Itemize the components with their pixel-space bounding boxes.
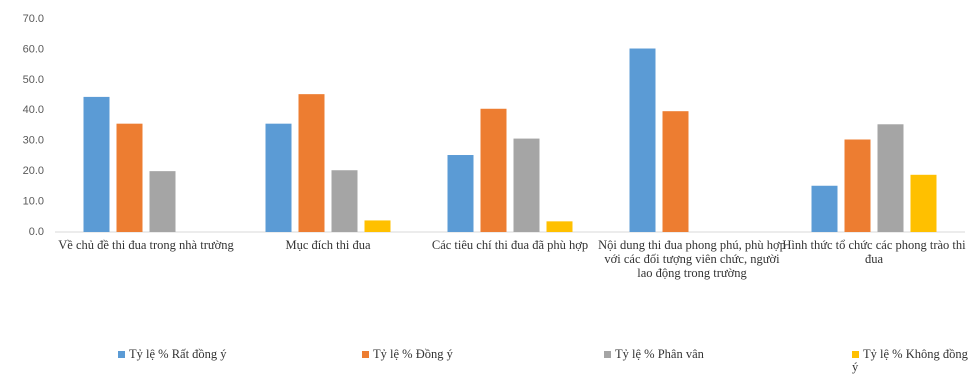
legend-swatch xyxy=(604,351,611,358)
legend-label: Tỷ lệ % Rất đồng ý xyxy=(129,347,227,361)
bar xyxy=(811,185,838,232)
legend: Tỷ lệ % Rất đồng ý Tỷ lệ % Đồng ý Tỷ lệ % … xyxy=(0,348,972,379)
legend-swatch xyxy=(118,351,125,358)
x-tick-label-box: Hình thức tổ chức các phong trào thi đua xyxy=(782,238,966,266)
bar xyxy=(629,48,656,232)
legend-item: Tỷ lệ % Đồng ý xyxy=(362,348,480,361)
bar xyxy=(513,138,540,232)
bar xyxy=(149,171,176,232)
legend-item: Tỷ lệ % Rất đồng ý xyxy=(118,348,236,361)
bar xyxy=(662,111,689,232)
bar xyxy=(447,155,474,232)
legend-label: Tỷ lệ % Phân vân xyxy=(615,347,704,361)
legend-label: Tỷ lệ % Đồng ý xyxy=(373,347,453,361)
bar xyxy=(83,96,110,232)
x-tick-label-box: Về chủ đề thi đua trong nhà trường xyxy=(58,238,234,252)
bar xyxy=(116,123,143,232)
y-tick-label: 10.0 xyxy=(23,195,44,207)
legend-item: Tỷ lệ % Không đồng ý xyxy=(852,348,970,374)
bar xyxy=(877,124,904,232)
legend-swatch xyxy=(362,351,369,358)
x-tick-label: Về chủ đề thi đua trong nhà trường xyxy=(58,238,234,252)
bar xyxy=(480,108,507,232)
x-tick-label-box: Các tiêu chí thi đua đã phù hợp xyxy=(431,238,589,252)
bar xyxy=(298,94,325,232)
bar xyxy=(331,170,358,232)
x-tick-label: Nội dung thi đua phong phú, phù hợp với … xyxy=(598,238,786,280)
x-tick-label-box: Nội dung thi đua phong phú, phù hợp với … xyxy=(598,238,786,280)
bar xyxy=(910,174,937,232)
y-tick-label: 30.0 xyxy=(23,135,44,147)
bar xyxy=(546,221,573,232)
legend-label: Tỷ lệ % Không đồng ý xyxy=(852,347,968,374)
bar xyxy=(844,139,871,232)
x-tick-label: Hình thức tổ chức các phong trào thi đua xyxy=(782,238,966,266)
x-tick-label-box: Mục đích thi đua xyxy=(285,238,371,252)
legend-swatch xyxy=(852,351,859,358)
y-tick-label: 60.0 xyxy=(23,43,44,55)
y-tick-label: 70.0 xyxy=(23,13,44,25)
y-tick-label: 40.0 xyxy=(23,104,44,116)
bar xyxy=(265,123,292,232)
y-tick-label: 20.0 xyxy=(23,165,44,177)
bar xyxy=(364,220,391,232)
legend-item: Tỷ lệ % Phân vân xyxy=(604,348,722,361)
y-tick-label: 50.0 xyxy=(23,74,44,86)
y-tick-label: 0.0 xyxy=(29,226,44,238)
x-tick-label: Mục đích thi đua xyxy=(285,238,371,252)
x-tick-label: Các tiêu chí thi đua đã phù hợp xyxy=(431,238,589,252)
chart: 0.0 10.0 20.0 30.0 40.0 50.0 60.0 70.0 Về chủ đề… xyxy=(23,13,966,280)
